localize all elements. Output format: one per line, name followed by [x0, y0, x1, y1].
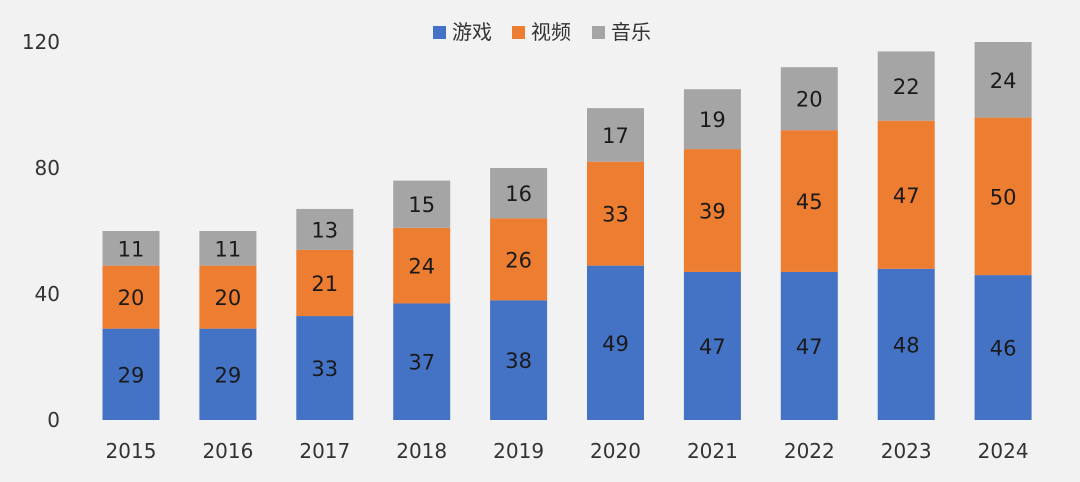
data-label: 47 [796, 335, 823, 359]
bar-segment [877, 120, 935, 269]
data-label: 20 [796, 88, 823, 112]
y-tick-label: 120 [22, 30, 60, 54]
data-label: 37 [408, 351, 435, 375]
bar-column-2023: 48 47 22 [877, 51, 935, 420]
x-tick-label: 2021 [687, 439, 738, 463]
data-label: 33 [602, 203, 629, 227]
data-label: 47 [893, 184, 920, 208]
bar-column-2017: 33 21 13 [296, 208, 354, 420]
data-label: 20 [118, 286, 145, 310]
bar-segment [683, 271, 741, 420]
bar-column-2018: 37 24 15 [393, 180, 451, 420]
data-label: 13 [311, 218, 338, 242]
data-label: 45 [796, 190, 823, 214]
legend-item: 游戏 [433, 20, 492, 44]
bars: 29 20 11 29 20 11 33 21 13 37 24 15 38 26 16 49 33 17 47 39… [102, 42, 1032, 420]
data-label: 11 [118, 237, 145, 261]
bar-segment [296, 208, 354, 250]
data-label: 48 [893, 333, 920, 357]
legend: 游戏 视频 音乐 [433, 20, 651, 44]
data-label: 49 [602, 332, 629, 356]
bar-segment [780, 271, 838, 420]
bar-column-2024: 46 50 24 [974, 42, 1032, 420]
bar-segment [199, 328, 257, 420]
bar-segment [877, 51, 935, 121]
bar-segment [393, 180, 451, 228]
x-tick-label: 2015 [106, 439, 157, 463]
bar-segment [102, 265, 160, 329]
x-tick-label: 2019 [493, 439, 544, 463]
data-label: 24 [990, 69, 1017, 93]
legend-item: 视频 [512, 20, 571, 44]
x-tick-label: 2018 [396, 439, 447, 463]
bar-segment [199, 231, 257, 266]
bar-segment [683, 149, 741, 272]
bar-column-2020: 49 33 17 [587, 108, 644, 420]
bar-segment [490, 218, 548, 301]
legend-label: 视频 [531, 20, 571, 44]
data-label: 20 [215, 286, 242, 310]
legend-swatch [512, 26, 525, 39]
bar-segment [587, 265, 644, 420]
bar-segment [877, 268, 935, 420]
bar-segment [974, 117, 1032, 276]
x-tick-label: 2016 [202, 439, 253, 463]
x-tick-label: 2022 [784, 439, 835, 463]
legend-label: 音乐 [611, 20, 651, 44]
data-label: 39 [699, 200, 726, 224]
bar-column-2016: 29 20 11 [199, 231, 257, 420]
data-label: 38 [505, 349, 532, 373]
data-label: 33 [311, 357, 338, 381]
bar-segment [296, 316, 354, 420]
bar-segment [587, 108, 644, 162]
bar-column-2015: 29 20 11 [102, 231, 160, 420]
data-label: 29 [118, 363, 145, 387]
bar-segment [393, 303, 451, 420]
legend-label: 游戏 [452, 20, 492, 44]
bar-segment [974, 42, 1032, 118]
data-label: 16 [505, 182, 532, 206]
bar-segment [780, 67, 838, 131]
x-tick-label: 2017 [299, 439, 350, 463]
legend-swatch [433, 26, 446, 39]
bar-segment [102, 328, 160, 420]
bar-segment [102, 231, 160, 266]
x-tick-label: 2023 [881, 439, 932, 463]
legend-item: 音乐 [592, 20, 651, 44]
x-tick-label: 2020 [590, 439, 641, 463]
data-label: 24 [408, 255, 435, 279]
bar-segment [683, 89, 741, 150]
bar-segment [393, 227, 451, 304]
bar-segment [974, 275, 1032, 420]
x-axis-ticks: 2015 2016 2017 2018 2019 2020 2021 2022 2023 2024 [106, 439, 1029, 463]
legend-swatch [592, 26, 605, 39]
data-label: 22 [893, 75, 920, 99]
bar-segment [296, 249, 354, 317]
data-label: 47 [699, 335, 726, 359]
bar-column-2019: 38 26 16 [490, 168, 548, 420]
bar-column-2022: 47 45 20 [780, 67, 838, 420]
bar-segment [780, 130, 838, 272]
data-label: 15 [408, 193, 435, 217]
bar-segment [490, 168, 548, 219]
x-tick-label: 2024 [978, 439, 1029, 463]
data-label: 19 [699, 108, 726, 132]
data-label: 11 [215, 237, 242, 261]
bar-segment [587, 161, 644, 266]
y-tick-label: 80 [35, 156, 60, 180]
data-label: 26 [505, 248, 532, 272]
bar-segment [490, 300, 548, 420]
y-axis-ticks: 0 40 80 120 [22, 30, 60, 432]
y-tick-label: 0 [47, 408, 60, 432]
bar-column-2021: 47 39 19 [683, 89, 741, 420]
data-label: 29 [215, 363, 242, 387]
bar-segment [199, 265, 257, 329]
y-tick-label: 40 [35, 282, 60, 306]
data-label: 46 [990, 337, 1017, 361]
data-label: 21 [311, 272, 338, 296]
data-label: 17 [602, 124, 629, 148]
data-label: 50 [990, 185, 1017, 209]
